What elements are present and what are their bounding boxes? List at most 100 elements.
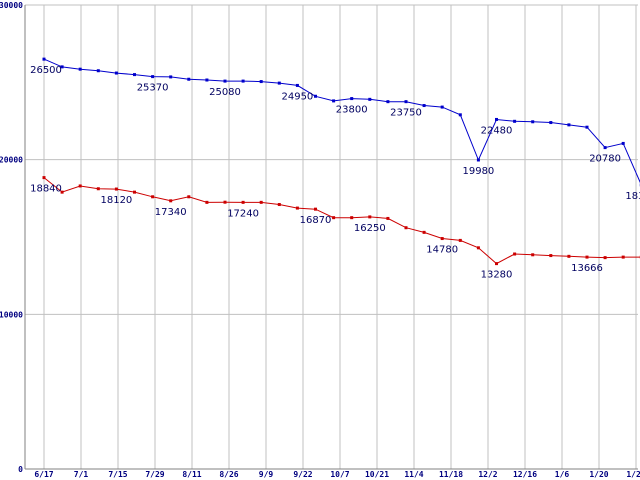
x-tick-label: 7/1 xyxy=(74,470,89,479)
x-tick-label: 1/20 xyxy=(589,470,608,479)
data-point xyxy=(549,121,553,125)
data-point xyxy=(603,146,607,150)
data-point xyxy=(404,100,408,104)
data-point xyxy=(277,81,281,85)
data-label: 18120 xyxy=(100,195,132,206)
data-label: 25370 xyxy=(137,83,169,94)
data-point xyxy=(295,83,299,87)
data-label: 23800 xyxy=(336,105,368,116)
x-tick-label: 7/29 xyxy=(145,470,164,479)
y-tick-label: 30000 xyxy=(0,1,23,10)
data-point xyxy=(169,75,173,79)
data-point xyxy=(621,255,625,259)
data-point xyxy=(386,100,390,104)
series-line-2 xyxy=(43,177,640,265)
data-point xyxy=(404,226,408,230)
data-point xyxy=(78,184,82,188)
data-point xyxy=(350,216,354,220)
y-tick-label: 0 xyxy=(18,465,23,474)
data-point xyxy=(277,203,281,207)
data-point xyxy=(78,67,82,71)
data-point xyxy=(133,190,136,194)
data-point xyxy=(458,113,462,117)
data-point xyxy=(187,195,191,199)
data-point xyxy=(42,57,46,61)
x-tick-label: 11/18 xyxy=(439,470,463,479)
data-point xyxy=(422,104,426,108)
data-point xyxy=(223,200,227,204)
data-point xyxy=(567,254,571,258)
data-point xyxy=(368,97,372,101)
data-point xyxy=(42,176,46,180)
data-point xyxy=(585,125,589,129)
data-point xyxy=(151,75,155,79)
x-tick-label: 7/15 xyxy=(108,470,127,479)
x-tick-label: 8/11 xyxy=(182,470,201,479)
data-point xyxy=(241,79,245,83)
data-point xyxy=(223,79,227,83)
data-point xyxy=(295,206,299,210)
data-label: 13280 xyxy=(481,270,513,281)
data-point xyxy=(422,230,426,234)
data-point xyxy=(60,190,64,194)
axes xyxy=(24,5,638,470)
data-point xyxy=(96,69,100,73)
data-point xyxy=(440,105,444,109)
data-point xyxy=(531,120,535,124)
grid xyxy=(25,4,638,469)
data-point xyxy=(386,216,390,220)
x-tick-label: 6/17 xyxy=(34,470,53,479)
data-label: 18370 xyxy=(625,191,640,202)
y-axis-ticks: 0 10000 20000 30000 xyxy=(0,1,23,474)
data-label: 22480 xyxy=(481,125,513,136)
data-point xyxy=(476,158,480,162)
x-tick-label: 10/7 xyxy=(330,470,349,479)
data-point xyxy=(621,141,625,145)
data-point xyxy=(513,119,517,123)
data-point xyxy=(458,238,462,242)
data-point xyxy=(259,200,263,204)
data-label: 26500 xyxy=(30,65,62,76)
data-label: 16870 xyxy=(300,215,332,226)
x-tick-label: 9/9 xyxy=(259,470,274,479)
data-point xyxy=(495,117,498,121)
data-point xyxy=(314,94,317,98)
data-point xyxy=(314,207,317,211)
data-point xyxy=(603,256,607,260)
data-point xyxy=(96,187,100,191)
y-tick-label: 20000 xyxy=(0,156,23,165)
data-point xyxy=(114,187,118,191)
data-point xyxy=(549,254,553,258)
y-tick-label: 10000 xyxy=(0,310,23,319)
data-point xyxy=(114,71,118,75)
data-point xyxy=(476,246,480,250)
data-point xyxy=(259,80,263,84)
data-point xyxy=(205,78,209,82)
data-point xyxy=(133,73,136,77)
data-point xyxy=(187,77,191,81)
data-label: 24950 xyxy=(281,91,313,102)
data-label: 20780 xyxy=(589,154,621,165)
x-tick-label: 11/4 xyxy=(404,470,423,479)
data-point xyxy=(495,262,498,266)
data-point xyxy=(513,252,517,256)
x-tick-label: 1/6 xyxy=(555,470,570,479)
data-label: 19980 xyxy=(462,166,494,177)
series-group xyxy=(42,57,640,266)
x-tick-label: 10/21 xyxy=(365,470,389,479)
x-tick-label: 1/27 xyxy=(626,470,640,479)
data-labels: 26500 25370 25080 24950 23800 23750 19980 22480… xyxy=(30,65,640,280)
data-label: 23750 xyxy=(390,108,422,119)
data-point xyxy=(368,215,372,219)
x-tick-label: 12/2 xyxy=(478,470,497,479)
data-point xyxy=(350,97,354,101)
data-label: 18840 xyxy=(30,184,62,195)
x-tick-label: 12/16 xyxy=(513,470,537,479)
data-label: 13666 xyxy=(571,263,603,274)
data-label: 25080 xyxy=(209,87,241,98)
data-point xyxy=(531,253,535,257)
data-point xyxy=(567,123,571,127)
data-point xyxy=(60,65,64,69)
data-label: 17240 xyxy=(227,208,259,219)
